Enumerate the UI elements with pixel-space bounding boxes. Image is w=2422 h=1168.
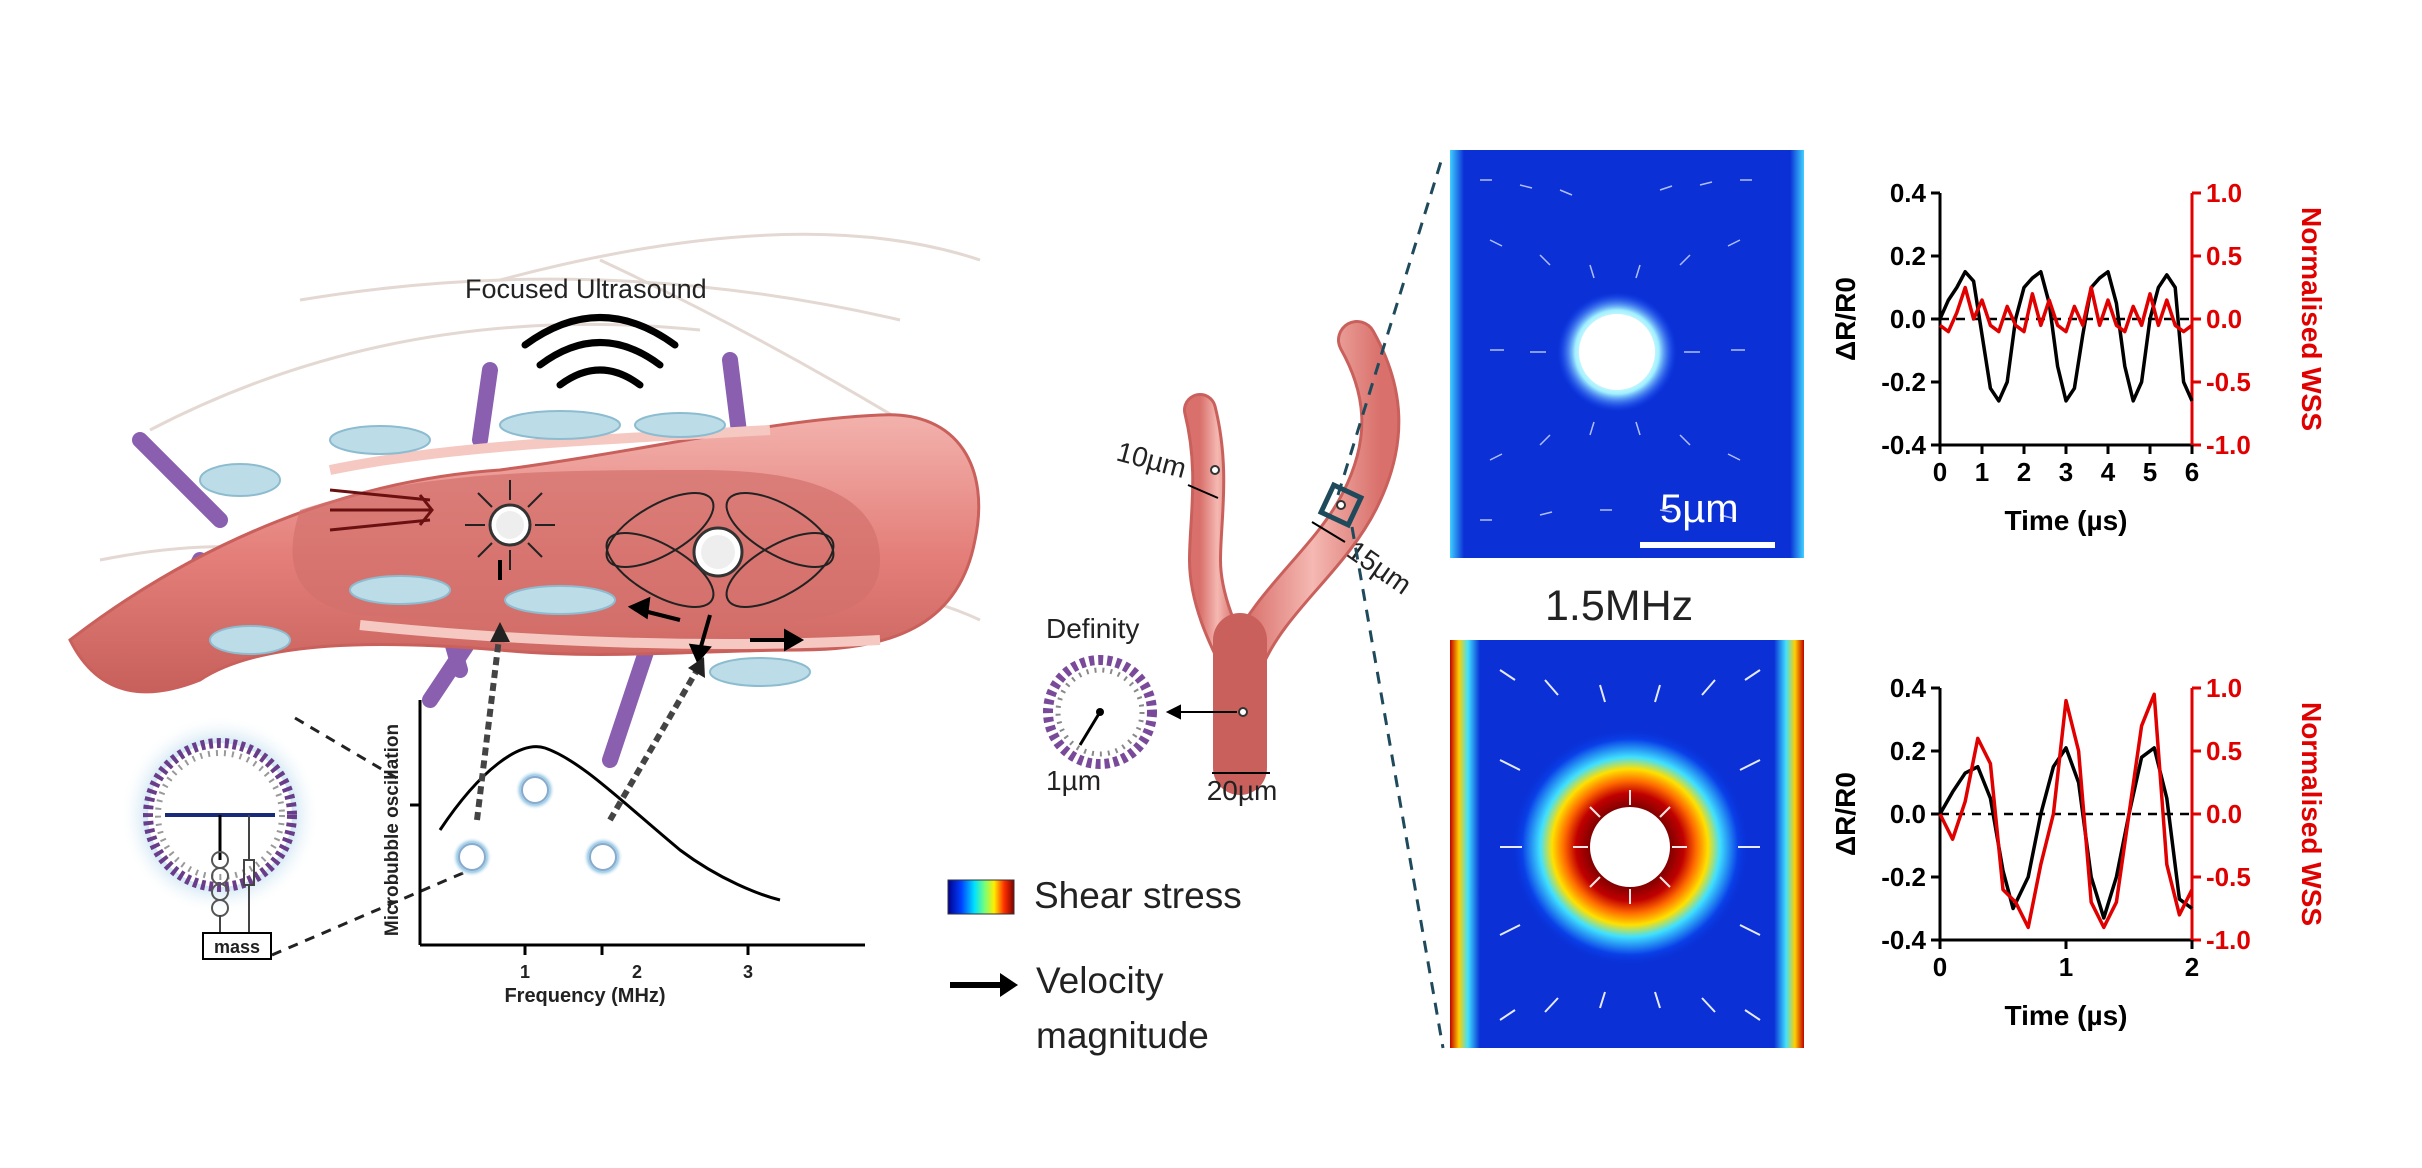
ultrasound-icon [521,314,679,389]
legend: Shear stress Velocity magnitude [947,875,1242,1056]
x-tick-label: 2 [2185,952,2199,982]
x-tick-label: 1 [1975,457,1989,487]
microbubble-small [465,480,555,570]
inset-connectors [271,716,471,957]
y-tick-label: 0.4 [1890,673,1927,703]
microbubble-large [605,492,835,608]
y-axis-label: ΔR/R0 [1830,772,1861,856]
x-axis-label: Time (µs) [2005,1000,2128,1031]
mass-label: mass [214,937,260,957]
y-tick-label: -0.4 [1881,430,1926,460]
y-right-tick-label: 0.5 [2206,241,2242,271]
shear-colorbar [947,879,1015,915]
x-tick-label: 0 [1933,457,1947,487]
x-tick-label: 2 [2017,457,2031,487]
y-right-tick-label: 0.0 [2206,304,2242,334]
simulation-bottom [1450,640,1804,1048]
y-right-tick-label: -1.0 [2206,925,2251,955]
chart-top: 0.4 0.2 0.0 -0.2 -0.4 1.0 0.5 0.0 -0.5 -1.0 0 1 2 3 4 5… [1830,178,2327,536]
velocity-field-bottom [1499,669,1761,1021]
x-tick-label: 4 [2101,457,2116,487]
endothelium-bottom [359,620,881,650]
legend-shear-label: Shear stress [1034,875,1242,916]
mass-box [202,932,272,960]
scale-bar-label: 5µm [1660,487,1739,531]
definity-bubble [1043,655,1157,769]
x-tick-label: 6 [2185,457,2199,487]
x-tick-label: 3 [2059,457,2073,487]
y-tick-label: -0.2 [1881,862,1926,892]
motion-arrows [498,560,805,664]
lipid-bubble-inset: mass [120,715,320,960]
label-definity: Definity [1046,613,1139,644]
velocity-field-top [1480,179,1752,521]
selection-box [1317,481,1365,529]
wss-series-line [1938,692,2194,930]
y-right-tick-label: 1.0 [2206,673,2242,703]
flow-arrows [329,488,434,532]
y-right-tick-label: 0.0 [2206,799,2242,829]
freq-tick-3: 3 [743,962,753,982]
simulation-top: 5µm [1450,150,1804,558]
resonance-curve [438,745,781,902]
freq-tick-1: 1 [520,962,530,982]
label-trunk: 20µm [1207,775,1278,806]
y-tick-label: 0.4 [1890,178,1927,208]
y-right-axis-label: Normalised WSS [2296,702,2327,926]
pericytes [199,410,811,687]
y-right-tick-label: 0.5 [2206,736,2242,766]
ultrasound-label: Focused Ultrasound [465,274,707,304]
label-branch-right: 15µm [1342,535,1418,601]
y-tick-label: -0.4 [1881,925,1926,955]
frequency-ylabel: Microbubble oscillation [382,724,403,936]
y-right-tick-label: -0.5 [2206,367,2251,397]
wss-series-line [1938,285,2194,334]
legend-velocity-line1: Velocity [1036,960,1164,1001]
x-tick-label: 5 [2143,457,2157,487]
y-right-tick-label: -0.5 [2206,862,2251,892]
label-branch-left: 10µm [1113,436,1189,484]
frequency-xlabel: Frequency (MHz) [504,985,665,1007]
y-tick-label: 0.0 [1890,304,1926,334]
frequency-plot: 1 2 3 Frequency (MHz) Microbubble oscill… [382,622,865,1007]
y-axis-label: ΔR/R0 [1830,277,1861,361]
frequency-xticks: 1 2 3 [520,962,753,982]
y-tick-label: 0.2 [1890,241,1926,271]
y-right-tick-label: -1.0 [2206,430,2251,460]
left-illustration: Focused Ultrasound mass [68,232,981,1007]
chart-bottom: 0.4 0.2 0.0 -0.2 -0.4 1.0 0.5 0.0 -0.5 -1.0 0 1 2 Tim… [1830,673,2327,1031]
frequency-label: 1.5MHz [1545,582,1693,630]
branching-vessel: 10µm 15µm 20µm Definity 1µm [1043,320,1418,806]
y-right-axis-label: Normalised WSS [2296,207,2327,431]
radius-series-line [1938,270,2194,403]
radius-series-line [1938,746,2194,920]
y-right-tick-label: 1.0 [2206,178,2242,208]
y-tick-label: 0.2 [1890,736,1926,766]
x-tick-label: 0 [1933,952,1947,982]
freq-tick-2: 2 [632,962,642,982]
y-tick-label: -0.2 [1881,367,1926,397]
zoom-connectors [1336,154,1445,1049]
label-bubble-size: 1µm [1046,765,1101,796]
legend-velocity-line2: magnitude [1036,1015,1209,1056]
y-tick-label: 0.0 [1890,799,1926,829]
x-axis-label: Time (µs) [2005,505,2128,536]
x-tick-label: 1 [2059,952,2073,982]
